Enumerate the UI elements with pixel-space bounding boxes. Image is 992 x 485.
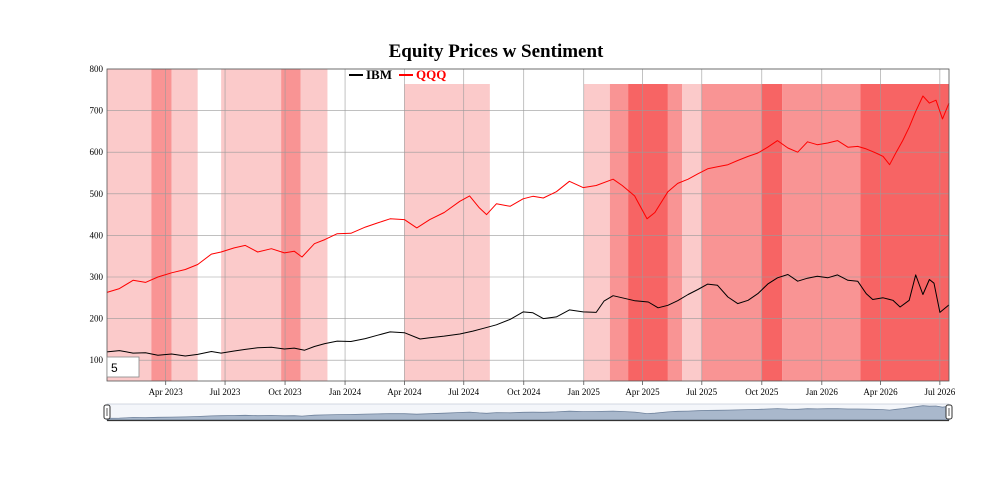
y-tick-label: 300 [90, 272, 104, 282]
sentiment-band [628, 84, 668, 381]
x-tick-label: Jul 2023 [210, 387, 241, 397]
sentiment-band [221, 69, 282, 381]
x-tick-label: Oct 2024 [507, 387, 541, 397]
legend[interactable]: IBM QQQ [349, 67, 446, 82]
sentiment-band [300, 69, 328, 381]
sentiment-bands [107, 69, 949, 381]
y-tick-label: 700 [90, 106, 104, 116]
sentiment-band [404, 84, 490, 381]
x-tick-label: Apr 2024 [387, 387, 422, 397]
y-tick-label: 200 [90, 314, 104, 324]
legend-label-ibm[interactable]: IBM [366, 67, 392, 82]
x-tick-label: Oct 2023 [268, 387, 302, 397]
y-tick-label: 400 [90, 230, 104, 240]
sentiment-band [682, 84, 702, 381]
x-tick-label: Jan 2025 [568, 387, 601, 397]
sentiment-band [667, 84, 683, 381]
chart-title: Equity Prices w Sentiment [389, 41, 604, 62]
sentiment-band [761, 84, 783, 381]
y-tick-label: 100 [90, 355, 104, 365]
x-tick-label: Jan 2026 [806, 387, 839, 397]
y-tick-label: 500 [90, 189, 104, 199]
plot-frame [106, 68, 950, 382]
x-tick-label: Jul 2026 [924, 387, 955, 397]
range-selector[interactable] [103, 403, 953, 422]
x-tick-label: Apr 2025 [625, 387, 660, 397]
series-line-qqq [106, 95, 950, 293]
rolling-window-box[interactable] [106, 356, 140, 378]
axes: 100 200 300 400 500 600 700 800 Apr 2023 Jul 2023… [90, 64, 956, 397]
sentiment-band [281, 69, 301, 381]
x-tick-label: Apr 2023 [149, 387, 184, 397]
x-tick-label: Apr 2026 [863, 387, 898, 397]
x-tick-label: Jan 2024 [329, 387, 362, 397]
y-tick-label: 600 [90, 147, 104, 157]
series-lines [106, 95, 950, 357]
sentiment-band [701, 84, 762, 381]
x-tick-label: Jul 2024 [448, 387, 479, 397]
sentiment-band [583, 84, 610, 381]
x-tick-label: Oct 2025 [745, 387, 779, 397]
sentiment-band [107, 69, 152, 381]
x-tick-label: Jul 2025 [686, 387, 717, 397]
series-line-ibm [106, 274, 950, 357]
sentiment-band [171, 69, 198, 381]
grid [107, 68, 949, 381]
sentiment-band [151, 69, 172, 381]
rolling-window-value[interactable]: 5 [111, 361, 118, 375]
sentiment-band [860, 84, 949, 381]
sentiment-band [782, 84, 861, 381]
y-tick-label: 800 [90, 64, 104, 74]
legend-label-qqq[interactable]: QQQ [416, 67, 446, 82]
rolling-window-input[interactable]: 5 [106, 356, 140, 378]
sentiment-band [609, 84, 629, 381]
navigator-mini-series [106, 405, 950, 421]
